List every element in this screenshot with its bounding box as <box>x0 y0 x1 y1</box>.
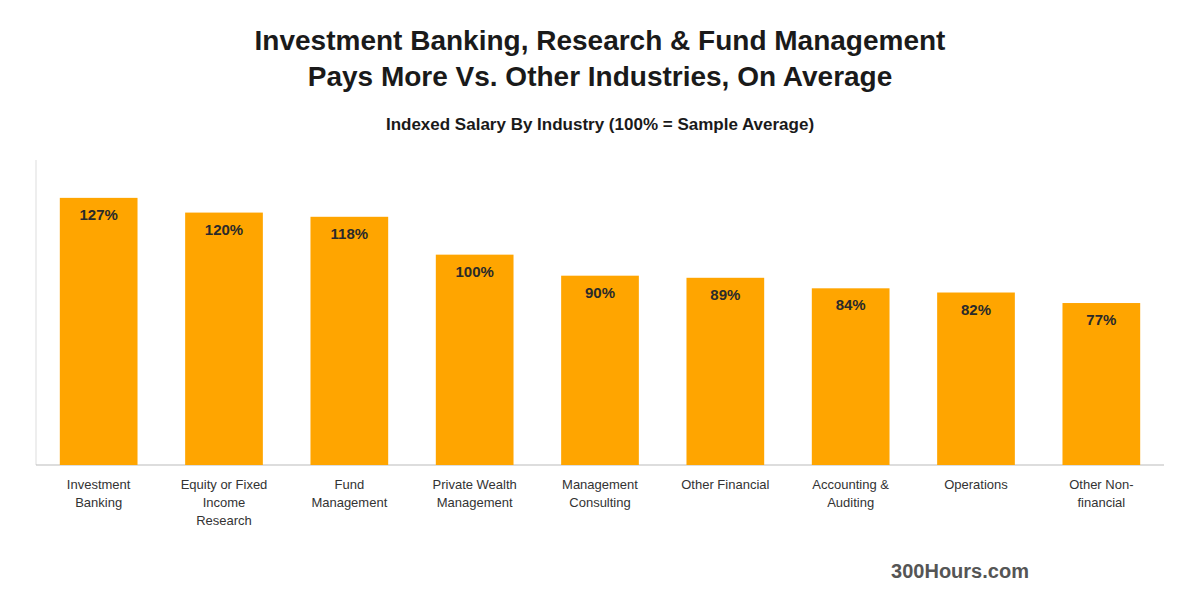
data-label: 118% <box>331 225 369 242</box>
bar <box>561 276 639 465</box>
x-tick-label: ManagementConsulting <box>562 477 638 510</box>
chart-container: Investment Banking, Research & Fund Mana… <box>0 0 1200 600</box>
data-label: 127% <box>79 206 117 223</box>
x-tick-label: Operations <box>944 477 1008 492</box>
bar <box>686 278 764 465</box>
bars <box>60 198 1140 465</box>
x-tick-label: Other Financial <box>681 477 769 492</box>
bar <box>436 255 514 465</box>
data-labels: 127% 120% 118% 100% 90% 89% 84% 82% 77% <box>79 206 1116 328</box>
bar <box>60 198 138 465</box>
data-label: 100% <box>455 263 493 280</box>
y-axis-line <box>36 160 37 465</box>
data-label: 89% <box>710 286 740 303</box>
x-tick-label: Equity or FixedIncomeResearch <box>181 477 268 528</box>
x-tick-label: Private WealthManagement <box>433 477 517 510</box>
bar <box>310 217 388 465</box>
x-tick-label: Other Non-financial <box>1069 477 1133 510</box>
x-tick-labels: InvestmentBanking Equity or FixedIncomeRe… <box>67 477 1134 528</box>
x-tick-label: FundManagement <box>311 477 387 510</box>
bar <box>1062 303 1140 465</box>
x-tick-label: Accounting &Auditing <box>812 477 889 510</box>
data-label: 84% <box>836 296 866 313</box>
watermark: 300Hours.com <box>891 560 1029 582</box>
x-tick-label: InvestmentBanking <box>67 477 131 510</box>
title: Investment Banking, Research & Fund Mana… <box>255 25 946 92</box>
bar <box>185 213 263 465</box>
chart-svg: Investment Banking, Research & Fund Mana… <box>0 0 1200 600</box>
data-label: 77% <box>1086 311 1116 328</box>
data-label: 90% <box>585 284 615 301</box>
subtitle: Indexed Salary By Industry (100% = Sampl… <box>386 115 814 134</box>
bar <box>812 288 890 465</box>
data-label: 120% <box>205 221 243 238</box>
data-label: 82% <box>961 301 991 318</box>
bar <box>937 293 1015 465</box>
